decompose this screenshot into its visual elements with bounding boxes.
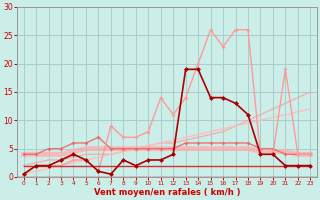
X-axis label: Vent moyen/en rafales ( km/h ): Vent moyen/en rafales ( km/h )	[94, 188, 240, 197]
